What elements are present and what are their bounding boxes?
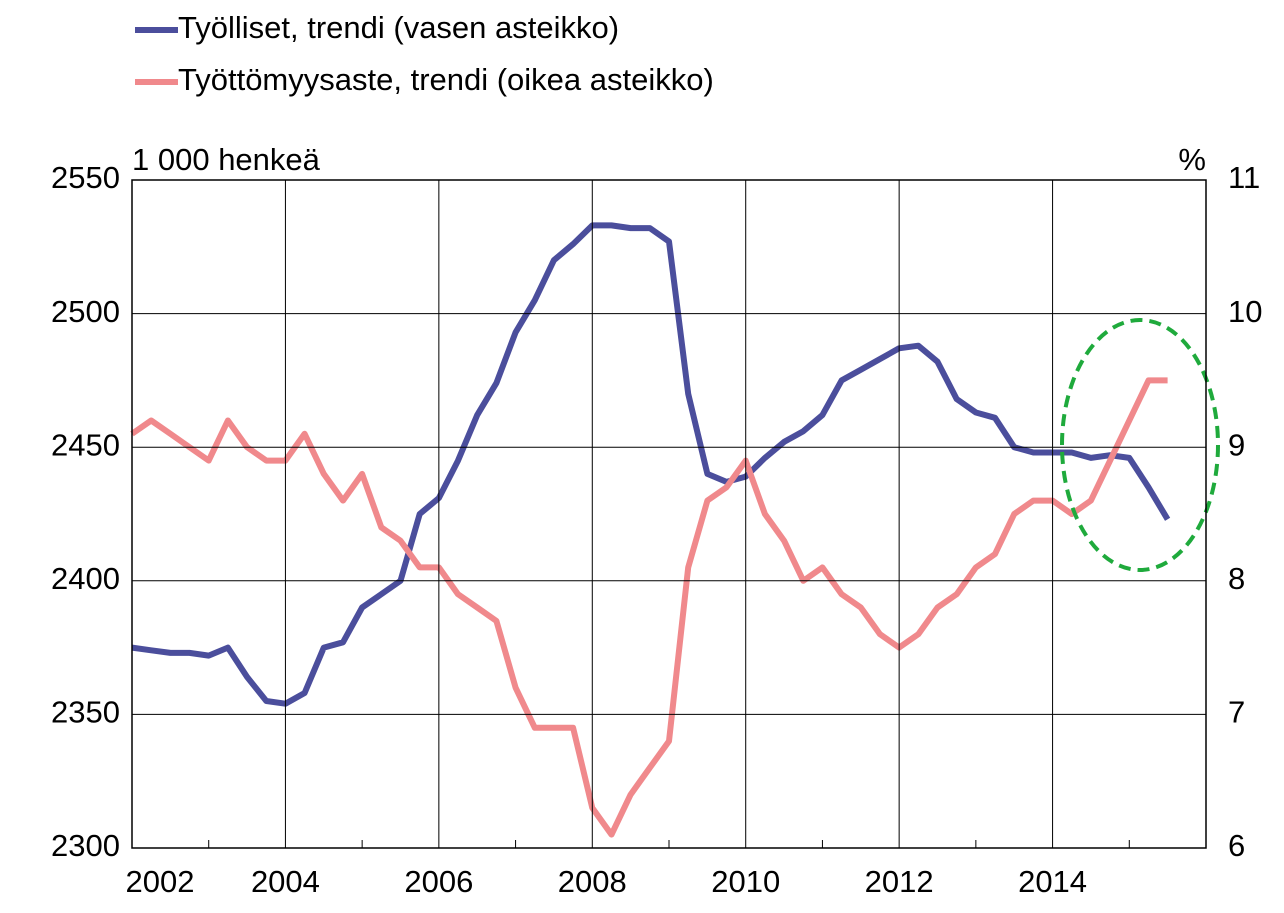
y2-axis-label: % [1178,142,1206,177]
x-tick-label: 2014 [1018,864,1087,899]
line-series [130,377,1168,838]
legend-label: Työttömyysaste, trendi (oikea asteikko) [178,62,714,97]
plot-frame [131,179,1207,849]
line-series [131,222,1171,707]
legend-label: Työlliset, trendi (vasen asteikko) [178,10,619,45]
y-tick-label: 2550 [51,160,120,195]
y-tick-label: 2300 [51,828,120,863]
y-tick-label: 2350 [51,695,120,730]
x-tick-label: 2008 [558,864,627,899]
y-axis-label: 1 000 henkeä [132,142,321,177]
y2-tick-label: 8 [1228,561,1245,596]
y-tick-label: 2450 [51,427,120,462]
x-tick-label: 2010 [711,864,780,899]
y-tick-label: 2400 [51,561,120,596]
x-tick-label: 2006 [404,864,473,899]
y2-tick-label: 11 [1228,160,1260,195]
x-tick-label: 2002 [126,864,195,899]
y2-tick-label: 10 [1228,294,1262,329]
y2-tick-label: 6 [1228,828,1245,863]
x-tick-label: 2004 [251,864,320,899]
y2-tick-label: 9 [1228,427,1245,462]
y-tick-label: 2500 [51,294,120,329]
highlight-ellipse [1060,318,1220,572]
y2-tick-label: 7 [1228,695,1245,730]
x-tick-label: 2012 [865,864,934,899]
